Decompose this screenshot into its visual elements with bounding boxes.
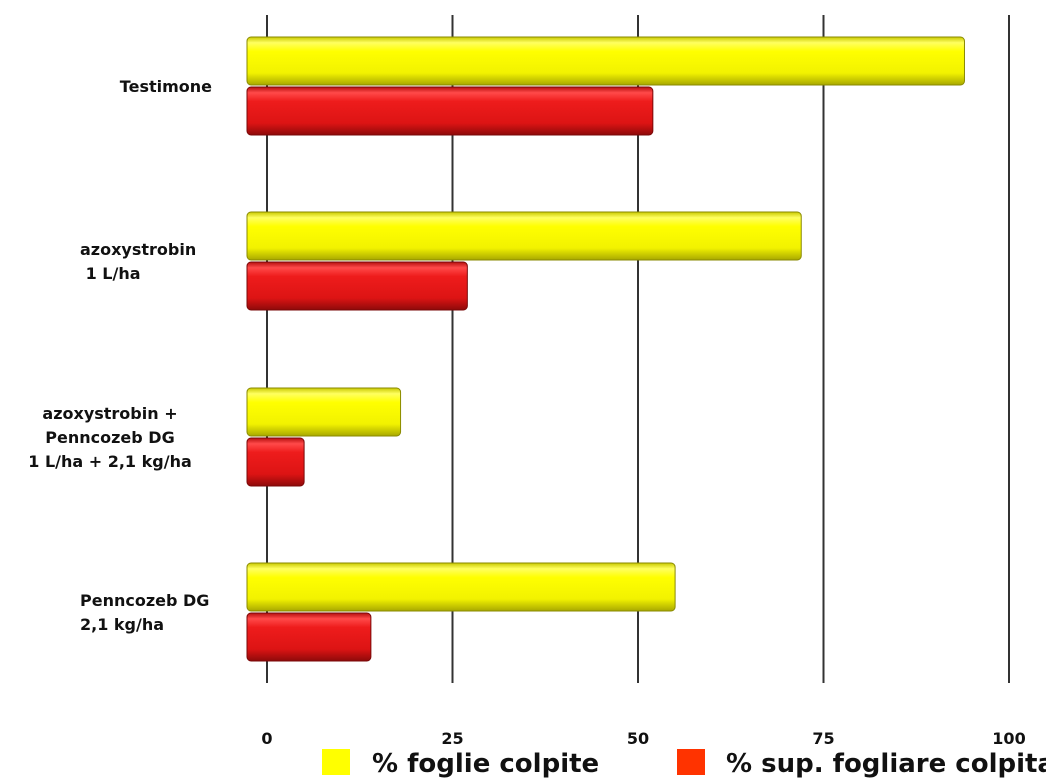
- bar-foglie-2: [246, 387, 402, 437]
- x-tick-label: 25: [441, 729, 463, 748]
- category-label-1: azoxystrobin 1 L/ha: [80, 240, 196, 283]
- bar-superficie-3: [246, 612, 372, 662]
- category-label-line: 1 L/ha + 2,1 kg/ha: [28, 452, 192, 471]
- category-label-line: azoxystrobin +: [42, 404, 177, 423]
- category-label-2: azoxystrobin + Penncozeb DG 1 L/ha + 2,1 k…: [28, 404, 192, 471]
- bars: [246, 36, 965, 662]
- x-tick-label: 0: [261, 729, 272, 748]
- x-tick-label: 50: [627, 729, 649, 748]
- category-label-line: Testimone: [120, 77, 212, 96]
- legend-swatch-0: [322, 749, 350, 775]
- x-tick-label: 100: [992, 729, 1025, 748]
- category-label-line: azoxystrobin: [80, 240, 196, 259]
- bar-foglie-3: [246, 562, 676, 612]
- bar-superficie-2: [246, 437, 305, 487]
- legend-label-0: % foglie colpite: [372, 749, 599, 778]
- bar-foglie-0: [246, 36, 965, 86]
- category-label-line: 1 L/ha: [80, 264, 141, 283]
- category-label-3: Penncozeb DG 2,1 kg/ha: [80, 591, 209, 634]
- x-axis-ticks: 0 25 50 75 100: [261, 729, 1025, 748]
- legend: % foglie colpite % sup. fogliare colpita: [322, 749, 1046, 778]
- bar-superficie-1: [246, 261, 468, 311]
- x-tick-label: 75: [812, 729, 834, 748]
- legend-label-1: % sup. fogliare colpita: [726, 749, 1046, 778]
- category-label-line: Penncozeb DG: [80, 591, 209, 610]
- bar-foglie-1: [246, 211, 802, 261]
- category-label-line: 2,1 kg/ha: [80, 615, 164, 634]
- category-label-line: Penncozeb DG: [45, 428, 174, 447]
- bar-superficie-0: [246, 86, 654, 136]
- legend-swatch-1: [677, 749, 705, 775]
- category-label-0: Testimone: [120, 77, 212, 96]
